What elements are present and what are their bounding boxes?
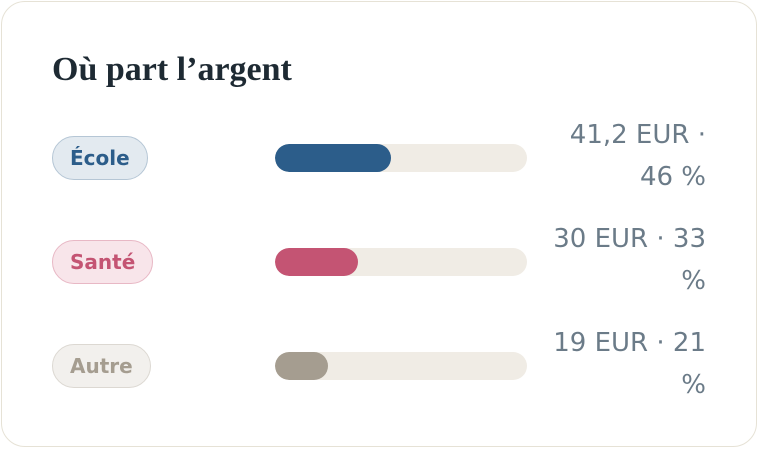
- bar-track: [275, 144, 527, 172]
- card-title: Où part l’argent: [52, 51, 292, 88]
- bar-track: [275, 352, 527, 380]
- bar: [275, 144, 391, 172]
- category-pill: École: [52, 136, 148, 180]
- bar-track: [275, 248, 527, 276]
- value-label: 19 EUR · 21 %: [553, 328, 706, 400]
- bar: [275, 248, 359, 276]
- category-pill: Autre: [52, 344, 151, 388]
- bar: [275, 352, 328, 380]
- value-label: 41,2 EUR · 46 %: [569, 120, 706, 192]
- category-pill: Santé: [52, 240, 154, 284]
- value-label: 30 EUR · 33 %: [553, 224, 706, 296]
